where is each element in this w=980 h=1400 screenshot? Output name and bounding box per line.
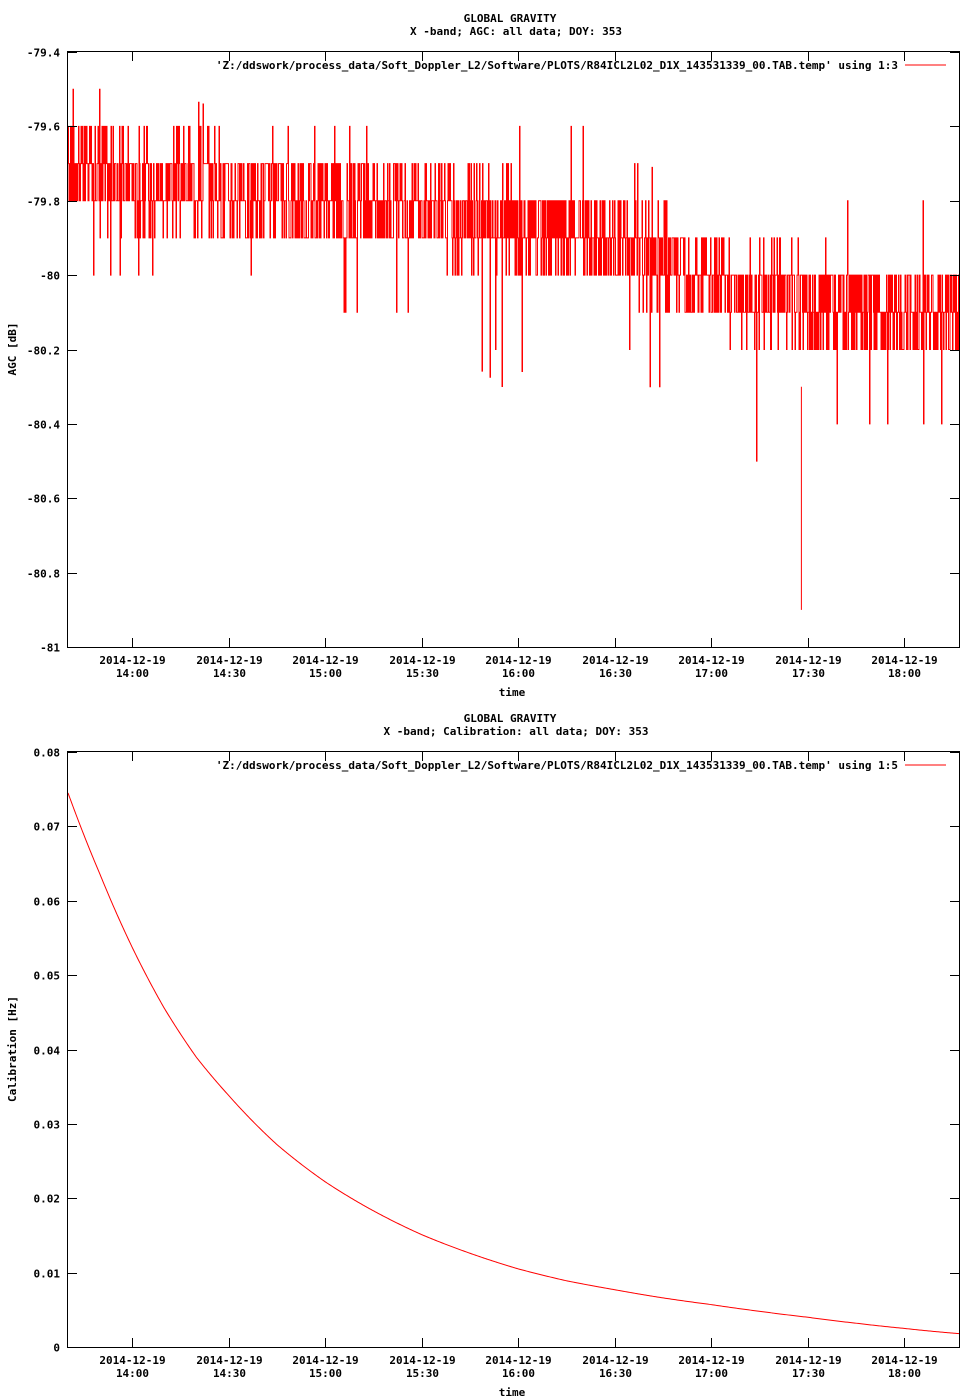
x-tick-time: 16:00 xyxy=(502,667,535,680)
x-axis-label: time xyxy=(499,686,526,699)
y-tick-label: -80.8 xyxy=(27,568,60,581)
x-tick-time: 14:30 xyxy=(213,667,246,680)
x-tick-time: 17:00 xyxy=(695,667,728,680)
legend-label: 'Z:/ddswork/process_data/Soft_Doppler_L2… xyxy=(216,759,898,772)
x-tick-date: 2014-12-19 xyxy=(871,654,937,667)
x-tick-date: 2014-12-19 xyxy=(678,1354,744,1367)
agc-chart: GLOBAL GRAVITY X -band; AGC: all data; D… xyxy=(6,12,960,699)
y-tick-label: 0.05 xyxy=(34,970,61,983)
x-tick-time: 15:00 xyxy=(309,1367,342,1380)
x-tick-time: 14:00 xyxy=(116,1367,149,1380)
y-tick-label: -80 xyxy=(40,270,60,283)
x-tick-time: 18:00 xyxy=(888,667,921,680)
y-axis-label: Calibration [Hz] xyxy=(6,996,19,1102)
x-tick-date: 2014-12-19 xyxy=(99,1354,165,1367)
legend-label: 'Z:/ddswork/process_data/Soft_Doppler_L2… xyxy=(216,59,898,72)
chart-subtitle: X -band; Calibration: all data; DOY: 353 xyxy=(384,725,649,738)
agc-axis-ticks: -79.4 -79.6 -79.8 -80 -80.2 -80.4 -80.6 -80.8 -8… xyxy=(27,47,959,680)
x-tick-time: 17:30 xyxy=(792,667,825,680)
plot-frame xyxy=(67,751,960,1348)
agc-series-line xyxy=(68,88,959,462)
x-tick-date: 2014-12-19 xyxy=(871,1354,937,1367)
y-tick-label: -79.4 xyxy=(27,47,60,60)
y-axis-label: AGC [dB] xyxy=(6,323,19,376)
x-tick-time: 15:30 xyxy=(406,667,439,680)
x-tick-time: 16:00 xyxy=(502,1367,535,1380)
x-tick-time: 16:30 xyxy=(599,667,632,680)
x-tick-date: 2014-12-19 xyxy=(292,654,358,667)
y-tick-label: 0.01 xyxy=(34,1268,61,1281)
x-tick-date: 2014-12-19 xyxy=(196,654,262,667)
y-tick-label: 0.08 xyxy=(34,747,61,760)
y-tick-label: 0.04 xyxy=(34,1045,61,1058)
x-tick-date: 2014-12-19 xyxy=(485,654,551,667)
x-axis-label: time xyxy=(499,1386,526,1399)
x-tick-time: 15:00 xyxy=(309,667,342,680)
plot-frame xyxy=(67,51,960,648)
agc-data-marks xyxy=(68,88,959,610)
y-tick-label: -80.4 xyxy=(27,419,60,432)
x-tick-date: 2014-12-19 xyxy=(582,1354,648,1367)
y-tick-label: 0.07 xyxy=(34,821,61,834)
y-tick-label: 0 xyxy=(53,1342,60,1355)
y-tick-label: 0.06 xyxy=(34,896,61,909)
x-tick-date: 2014-12-19 xyxy=(678,654,744,667)
x-tick-time: 15:30 xyxy=(406,1367,439,1380)
y-tick-label: -79.8 xyxy=(27,196,60,209)
calibration-data-marks xyxy=(67,792,960,1335)
calibration-series-line xyxy=(67,792,960,1335)
x-tick-date: 2014-12-19 xyxy=(485,1354,551,1367)
calibration-chart: GLOBAL GRAVITY X -band; Calibration: all… xyxy=(6,712,960,1399)
x-tick-time: 17:00 xyxy=(695,1367,728,1380)
x-tick-date: 2014-12-19 xyxy=(389,654,455,667)
calibration-axis-ticks: 0.08 0.07 0.06 0.05 0.04 0.03 0.02 0.01 0 2014-12… xyxy=(34,747,959,1380)
x-tick-time: 16:30 xyxy=(599,1367,632,1380)
x-tick-date: 2014-12-19 xyxy=(775,654,841,667)
x-tick-date: 2014-12-19 xyxy=(196,1354,262,1367)
y-tick-label: -79.6 xyxy=(27,121,60,134)
chart-title: GLOBAL GRAVITY xyxy=(464,712,557,725)
x-tick-time: 14:30 xyxy=(213,1367,246,1380)
x-tick-date: 2014-12-19 xyxy=(99,654,165,667)
y-tick-label: 0.02 xyxy=(34,1193,61,1206)
x-tick-date: 2014-12-19 xyxy=(389,1354,455,1367)
x-tick-date: 2014-12-19 xyxy=(582,654,648,667)
x-tick-date: 2014-12-19 xyxy=(775,1354,841,1367)
x-tick-time: 18:00 xyxy=(888,1367,921,1380)
chart-subtitle: X -band; AGC: all data; DOY: 353 xyxy=(410,25,622,38)
y-tick-label: -80.6 xyxy=(27,493,60,506)
y-tick-label: 0.03 xyxy=(34,1119,61,1132)
y-tick-label: -81 xyxy=(40,642,60,655)
x-tick-date: 2014-12-19 xyxy=(292,1354,358,1367)
x-tick-time: 17:30 xyxy=(792,1367,825,1380)
x-tick-time: 14:00 xyxy=(116,667,149,680)
chart-title: GLOBAL GRAVITY xyxy=(464,12,557,25)
y-tick-label: -80.2 xyxy=(27,345,60,358)
